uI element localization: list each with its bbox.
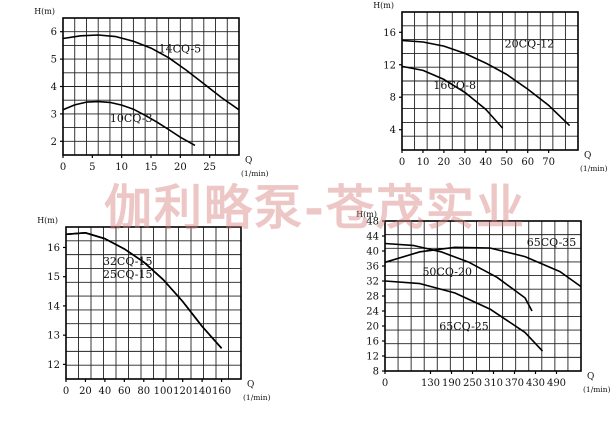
series-label: 65CQ-25 (439, 320, 489, 333)
y-tick-label: 28 (366, 292, 379, 303)
y-tick-label: 16 (47, 243, 60, 254)
curve-25cq-15 (65, 232, 223, 349)
curve-16cq-8 (401, 65, 504, 129)
y-tick-label: 36 (366, 262, 379, 273)
y-tick-label: 13 (47, 331, 60, 342)
x-axis-unit: (1/min) (583, 385, 611, 394)
x-tick-label: 190 (442, 378, 461, 389)
y-tick-label: 16 (366, 337, 379, 348)
x-axis-label: Q (245, 156, 252, 166)
y-tick-label: 6 (51, 27, 57, 38)
series-label: 32CQ-15 (103, 255, 153, 268)
y-axis-label: H(m) (34, 7, 55, 16)
series-label: 20CQ-12 (505, 38, 555, 51)
curve-50cq-20 (384, 242, 533, 312)
x-tick-label: 40 (479, 157, 492, 168)
y-tick-label: 3 (51, 109, 57, 120)
curve-20cq-12 (401, 39, 571, 127)
pump-chart-4: 8 12 16 20 24 28 32 36 40 44 48 0 130 190 250 310 370 430… (356, 210, 610, 394)
x-axis-label: Q (587, 372, 594, 382)
y-tick-label: 44 (366, 232, 379, 243)
y-tick-label: 12 (47, 360, 60, 371)
x-tick-label: 20 (438, 157, 451, 168)
y-tick-label: 8 (373, 367, 379, 378)
y-axis-label: H(m) (356, 210, 377, 219)
x-tick-label: 20 (79, 386, 92, 397)
x-tick-label: 0 (60, 162, 66, 173)
series-label: 14CQ-5 (159, 42, 202, 55)
x-tick-label: 0 (399, 157, 405, 168)
series-label: 16CQ-8 (433, 79, 476, 92)
curve-65cq-35 (384, 246, 582, 288)
pump-chart-2: 4 8 12 16 0 10 20 30 40 50 60 70 H(m) Q (1/min) 20CQ-12… (373, 1, 607, 173)
series-label: 10CQ-3 (110, 112, 153, 125)
y-tick-label: 48 (366, 217, 379, 228)
y-axis-label: H(m) (373, 1, 394, 10)
y-axis-label: H(m) (37, 216, 58, 225)
x-tick-label: 40 (99, 386, 112, 397)
x-tick-label: 370 (505, 378, 524, 389)
y-tick-label: 4 (51, 82, 57, 93)
y-tick-label: 5 (51, 55, 57, 66)
y-tick-label: 15 (47, 272, 60, 283)
x-tick-label: 250 (463, 378, 482, 389)
y-tick-label: 14 (47, 301, 60, 312)
x-tick-label: 60 (521, 157, 534, 168)
curve-14cq-5 (62, 34, 240, 111)
x-tick-label: 490 (547, 378, 566, 389)
y-tick-label: 2 (51, 137, 57, 148)
y-tick-label: 40 (366, 247, 379, 258)
series-label: 65CQ-35 (527, 236, 577, 249)
x-tick-label: 10 (115, 162, 128, 173)
y-tick-label: 12 (383, 60, 396, 71)
y-tick-label: 4 (390, 125, 396, 136)
x-axis-label: Q (247, 380, 254, 390)
x-tick-label: 160 (212, 386, 231, 397)
x-tick-label: 70 (542, 157, 555, 168)
x-tick-label: 25 (203, 162, 216, 173)
curve-32cq-15 (65, 232, 223, 349)
x-axis-unit: (1/min) (580, 164, 608, 173)
curve-10cq-3 (62, 100, 196, 147)
y-tick-label: 12 (366, 352, 379, 363)
x-tick-label: 15 (145, 162, 158, 173)
x-axis-label: Q (584, 151, 591, 161)
x-tick-label: 80 (137, 386, 150, 397)
x-tick-label: 0 (382, 378, 388, 389)
x-tick-label: 140 (193, 386, 212, 397)
x-tick-label: 130 (421, 378, 440, 389)
x-tick-label: 20 (174, 162, 187, 173)
curve-65cq-25 (384, 280, 544, 352)
x-tick-label: 0 (63, 386, 69, 397)
y-tick-label: 24 (366, 307, 379, 318)
plot-frame (401, 11, 579, 151)
plot-frame (65, 226, 242, 380)
x-tick-label: 10 (417, 157, 430, 168)
pump-chart-1: 2 3 4 5 6 0 5 10 15 20 25 H(m) Q (1/min) 14CQ-5 10CQ-3 (34, 7, 268, 178)
x-tick-label: 430 (526, 378, 545, 389)
x-tick-label: 30 (458, 157, 471, 168)
x-axis-unit: (1/min) (241, 169, 269, 178)
x-axis-unit: (1/min) (243, 393, 271, 402)
x-tick-label: 100 (154, 386, 173, 397)
x-tick-label: 60 (118, 386, 131, 397)
series-label: 25CQ-15 (103, 268, 153, 281)
x-tick-label: 310 (484, 378, 503, 389)
series-label: 50CQ-20 (422, 265, 472, 278)
x-tick-label: 50 (500, 157, 513, 168)
y-tick-label: 8 (390, 93, 396, 104)
y-tick-label: 20 (366, 322, 379, 333)
x-tick-label: 120 (173, 386, 192, 397)
y-tick-label: 16 (383, 28, 396, 39)
x-tick-label: 5 (89, 162, 95, 173)
y-tick-label: 32 (366, 277, 379, 288)
